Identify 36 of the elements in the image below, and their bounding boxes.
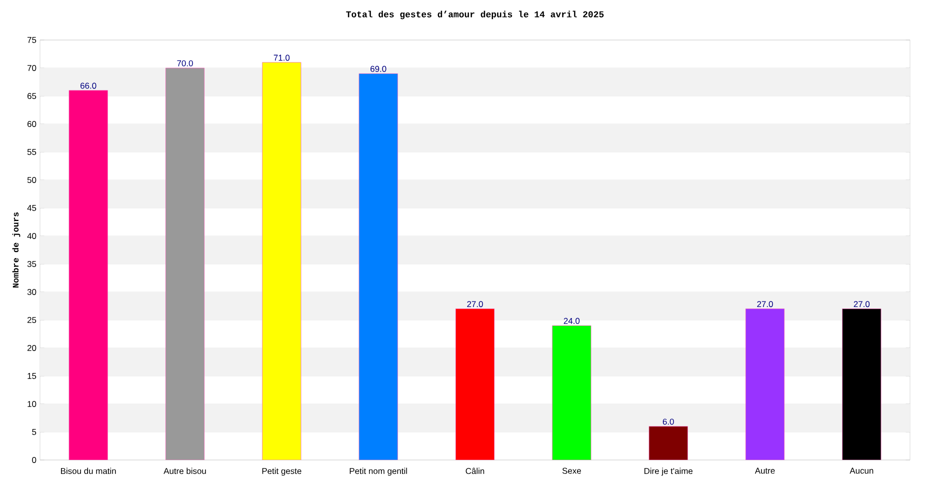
- y-tick-label: 75: [28, 37, 36, 43]
- y-tick-label: 60: [28, 121, 36, 127]
- x-tick-label: Petit nom gentil: [350, 468, 407, 476]
- y-tick-label: 35: [27, 261, 36, 267]
- y-tick-label: 45: [27, 205, 36, 211]
- y-axis-title: Nombre de jours: [12, 212, 20, 288]
- x-tick-label: Sexe: [562, 468, 581, 474]
- data-label: 27.0: [757, 301, 773, 308]
- x-tick-label: Autre bisou: [164, 468, 206, 474]
- data-label: 27.0: [854, 301, 870, 308]
- data-label: 70.0: [177, 60, 193, 66]
- y-tick-label: 5: [32, 429, 36, 435]
- x-tick-label: Câlin: [466, 468, 484, 474]
- x-tick-label: Autre: [754, 468, 775, 474]
- chart-title: Total des gestes d’amour depuis le 14 avril 2025: [346, 10, 604, 20]
- y-tick-label: 20: [27, 345, 36, 351]
- y-tick-label: 10: [28, 401, 36, 407]
- x-tick-label: Bisou du matin: [61, 468, 116, 474]
- data-label: 66.0: [80, 82, 96, 89]
- data-label: 27.0: [467, 301, 483, 308]
- data-label: 71.0: [274, 54, 290, 61]
- y-tick-label: 15: [28, 373, 36, 379]
- x-tick-label: Aucun: [850, 468, 874, 474]
- y-tick-label: 70: [28, 65, 36, 71]
- x-tick-label: Petit geste: [262, 468, 302, 476]
- y-tick-label: 50: [27, 177, 36, 183]
- y-tick-label: 0: [32, 457, 36, 463]
- y-tick-label: 25: [27, 317, 36, 323]
- data-label: 69.0: [370, 66, 386, 72]
- x-tick-label: Dire je t'aime: [644, 468, 693, 476]
- data-label: 24.0: [564, 318, 580, 324]
- y-tick-label: 30: [27, 289, 36, 295]
- y-tick-label: 65: [28, 93, 36, 99]
- y-tick-label: 55: [27, 149, 36, 155]
- data-label: 6.0: [662, 418, 674, 425]
- y-tick-label: 40: [27, 233, 36, 239]
